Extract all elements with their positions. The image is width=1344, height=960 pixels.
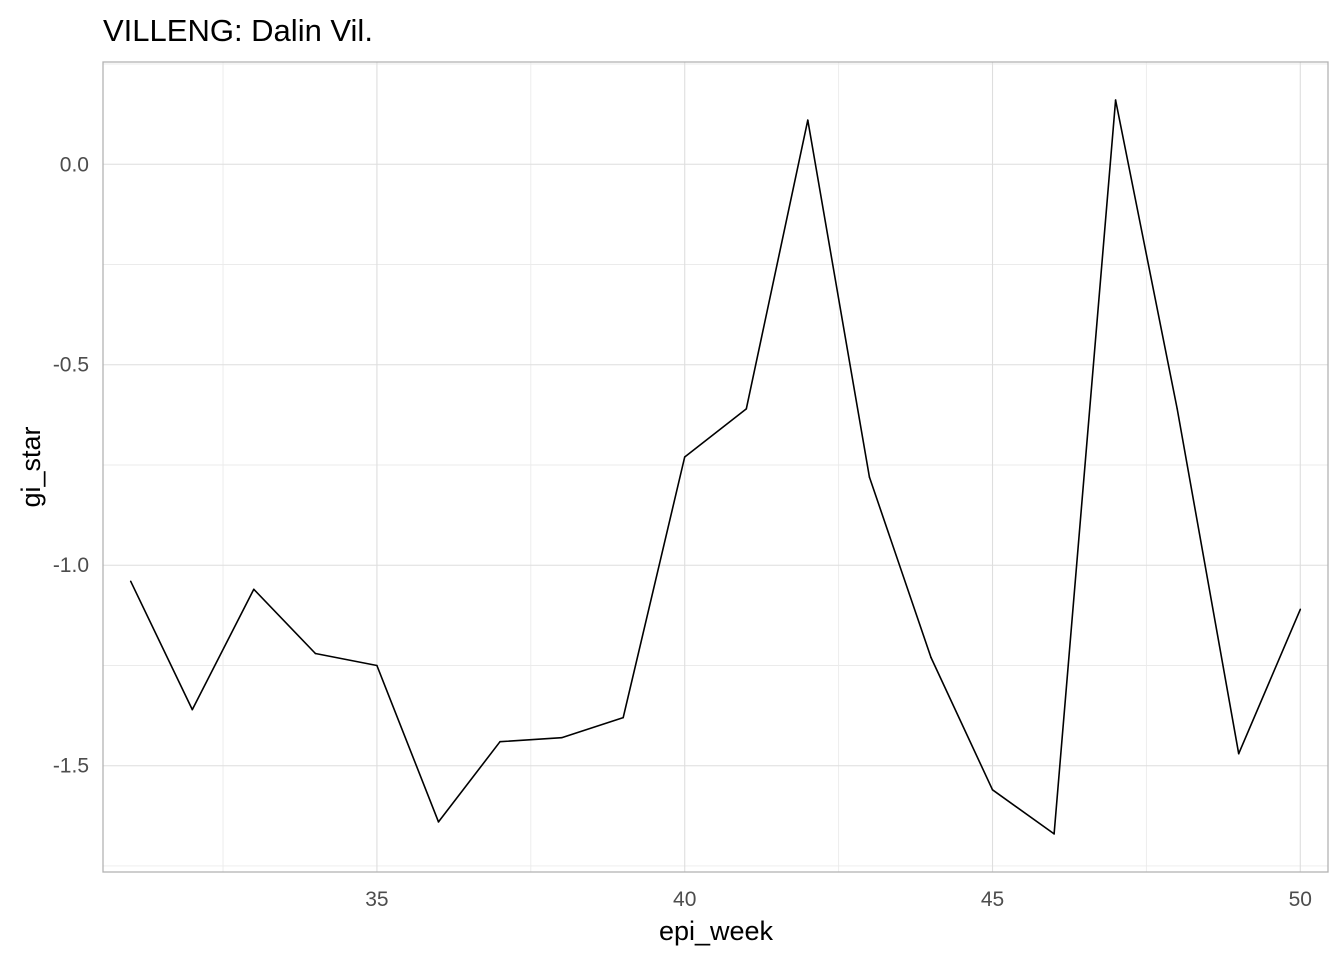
data-point (437, 821, 440, 823)
y-axis-title: gi_star (16, 426, 46, 507)
data-point (807, 119, 809, 121)
y-axis-tick-labels: 0.0 -0.5 -1.0 -1.5 (53, 153, 89, 777)
y-tick-label: -1.0 (53, 554, 89, 577)
data-point (868, 476, 871, 478)
data-point (499, 740, 501, 743)
x-tick-label: 50 (1289, 888, 1312, 911)
x-axis-tick-labels: 35 40 45 50 (365, 888, 1312, 911)
x-tick-label: 45 (981, 888, 1004, 911)
data-point (622, 716, 624, 719)
data-point (1299, 608, 1302, 611)
y-tick-label: -0.5 (53, 354, 89, 377)
major-gridlines (103, 62, 1328, 872)
data-point (314, 652, 317, 655)
data-point (1053, 833, 1055, 835)
x-tick-label: 35 (365, 888, 388, 911)
data-point (1114, 99, 1117, 101)
chart-title: VILLENG: Dalin Vil. (103, 13, 373, 48)
data-point (376, 664, 378, 667)
x-axis-title: epi_week (659, 916, 774, 946)
y-tick-label: -1.5 (53, 755, 89, 778)
x-tick-label: 40 (673, 888, 696, 911)
data-point (253, 588, 255, 591)
data-point (683, 456, 686, 458)
data-point (191, 708, 194, 711)
data-point (745, 408, 748, 410)
y-tick-label: 0.0 (60, 153, 89, 176)
data-point (560, 736, 563, 739)
plot-panel-border (102, 61, 1329, 873)
data-point (1237, 752, 1240, 755)
series-line (129, 99, 1302, 835)
data-point (991, 788, 994, 791)
data-point (129, 580, 132, 583)
minor-gridlines (103, 62, 1328, 872)
series-layer (129, 99, 1302, 835)
data-point (1176, 408, 1178, 410)
data-point (930, 656, 932, 659)
